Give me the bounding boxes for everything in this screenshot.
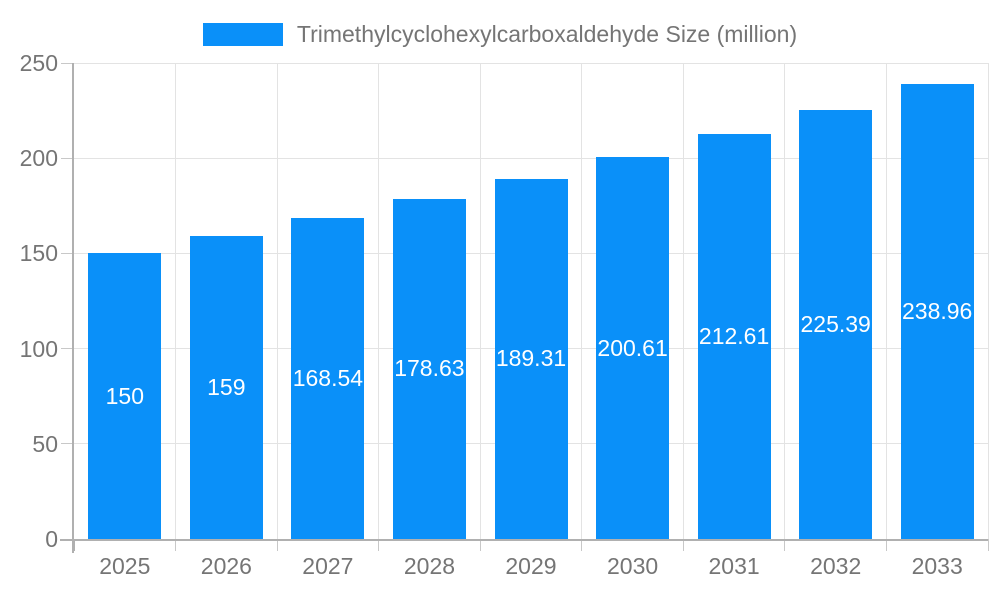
bar-value-label: 200.61 (597, 334, 668, 361)
y-tick (61, 157, 74, 159)
y-tick (61, 62, 74, 64)
y-axis-label: 250 (19, 50, 58, 76)
x-axis-label: 2026 (200, 553, 252, 579)
y-tick (61, 252, 74, 254)
gridline-v (175, 63, 177, 539)
y-axis-label: 200 (19, 145, 58, 172)
y-axis-label: 50 (32, 430, 58, 457)
bar-value-label: 189.31 (495, 345, 567, 372)
x-tick (885, 539, 887, 551)
bar-value-label: 178.63 (394, 355, 465, 382)
bar: 168.54 (291, 218, 365, 539)
gridline-h (74, 62, 988, 64)
x-tick (73, 539, 75, 551)
y-axis-line (72, 63, 74, 553)
gridline-v (479, 63, 481, 539)
gridline-v (378, 63, 380, 539)
x-axis-label: 2028 (403, 553, 456, 579)
bar-value-label: 225.39 (800, 310, 871, 337)
x-axis-label: 2032 (810, 553, 862, 579)
x-axis-label: 2027 (302, 553, 354, 579)
gridline-v (581, 63, 583, 539)
bar: 225.39 (799, 109, 873, 539)
x-axis-label: 2025 (99, 553, 151, 579)
bar: 159 (189, 236, 263, 539)
x-tick (276, 539, 278, 551)
y-tick (61, 443, 74, 445)
chart-title: Trimethylcyclohexylcarboxaldehyde Size (… (296, 20, 798, 47)
legend-swatch (202, 22, 283, 46)
bar-value-label: 238.96 (902, 298, 973, 324)
x-tick (581, 539, 583, 551)
bar: 200.61 (596, 157, 670, 539)
bar: 189.31 (494, 178, 568, 539)
x-tick (479, 539, 481, 551)
gridline-v (885, 63, 887, 539)
x-axis-label: 2030 (607, 553, 659, 579)
bar: 178.63 (392, 198, 466, 539)
bar-value-label: 150 (105, 382, 144, 409)
x-axis-label: 2029 (505, 553, 557, 579)
gridline-v (682, 63, 684, 539)
x-tick (682, 539, 684, 551)
gridline-v (987, 63, 989, 539)
x-tick (987, 539, 989, 551)
y-tick (61, 348, 74, 350)
x-axis-label: 2033 (911, 553, 963, 579)
y-axis-label: 150 (19, 240, 58, 267)
bar: 238.96 (900, 84, 974, 539)
legend: Trimethylcyclohexylcarboxaldehyde Size (… (0, 20, 1000, 48)
x-axis-line (60, 539, 988, 541)
bar: 150 (88, 253, 162, 539)
bar-value-label: 212.61 (698, 323, 770, 350)
x-tick (175, 539, 177, 551)
bar-value-label: 159 (207, 374, 246, 401)
gridline-h (74, 157, 988, 159)
bar: 212.61 (697, 134, 771, 539)
y-axis-label: 0 (45, 526, 58, 552)
gridline-v (784, 63, 786, 539)
bar-value-label: 168.54 (292, 365, 364, 392)
x-axis-label: 2031 (708, 553, 760, 579)
x-tick (784, 539, 786, 551)
y-axis-label: 100 (19, 335, 58, 362)
gridline-v (276, 63, 278, 539)
x-tick (378, 539, 380, 551)
